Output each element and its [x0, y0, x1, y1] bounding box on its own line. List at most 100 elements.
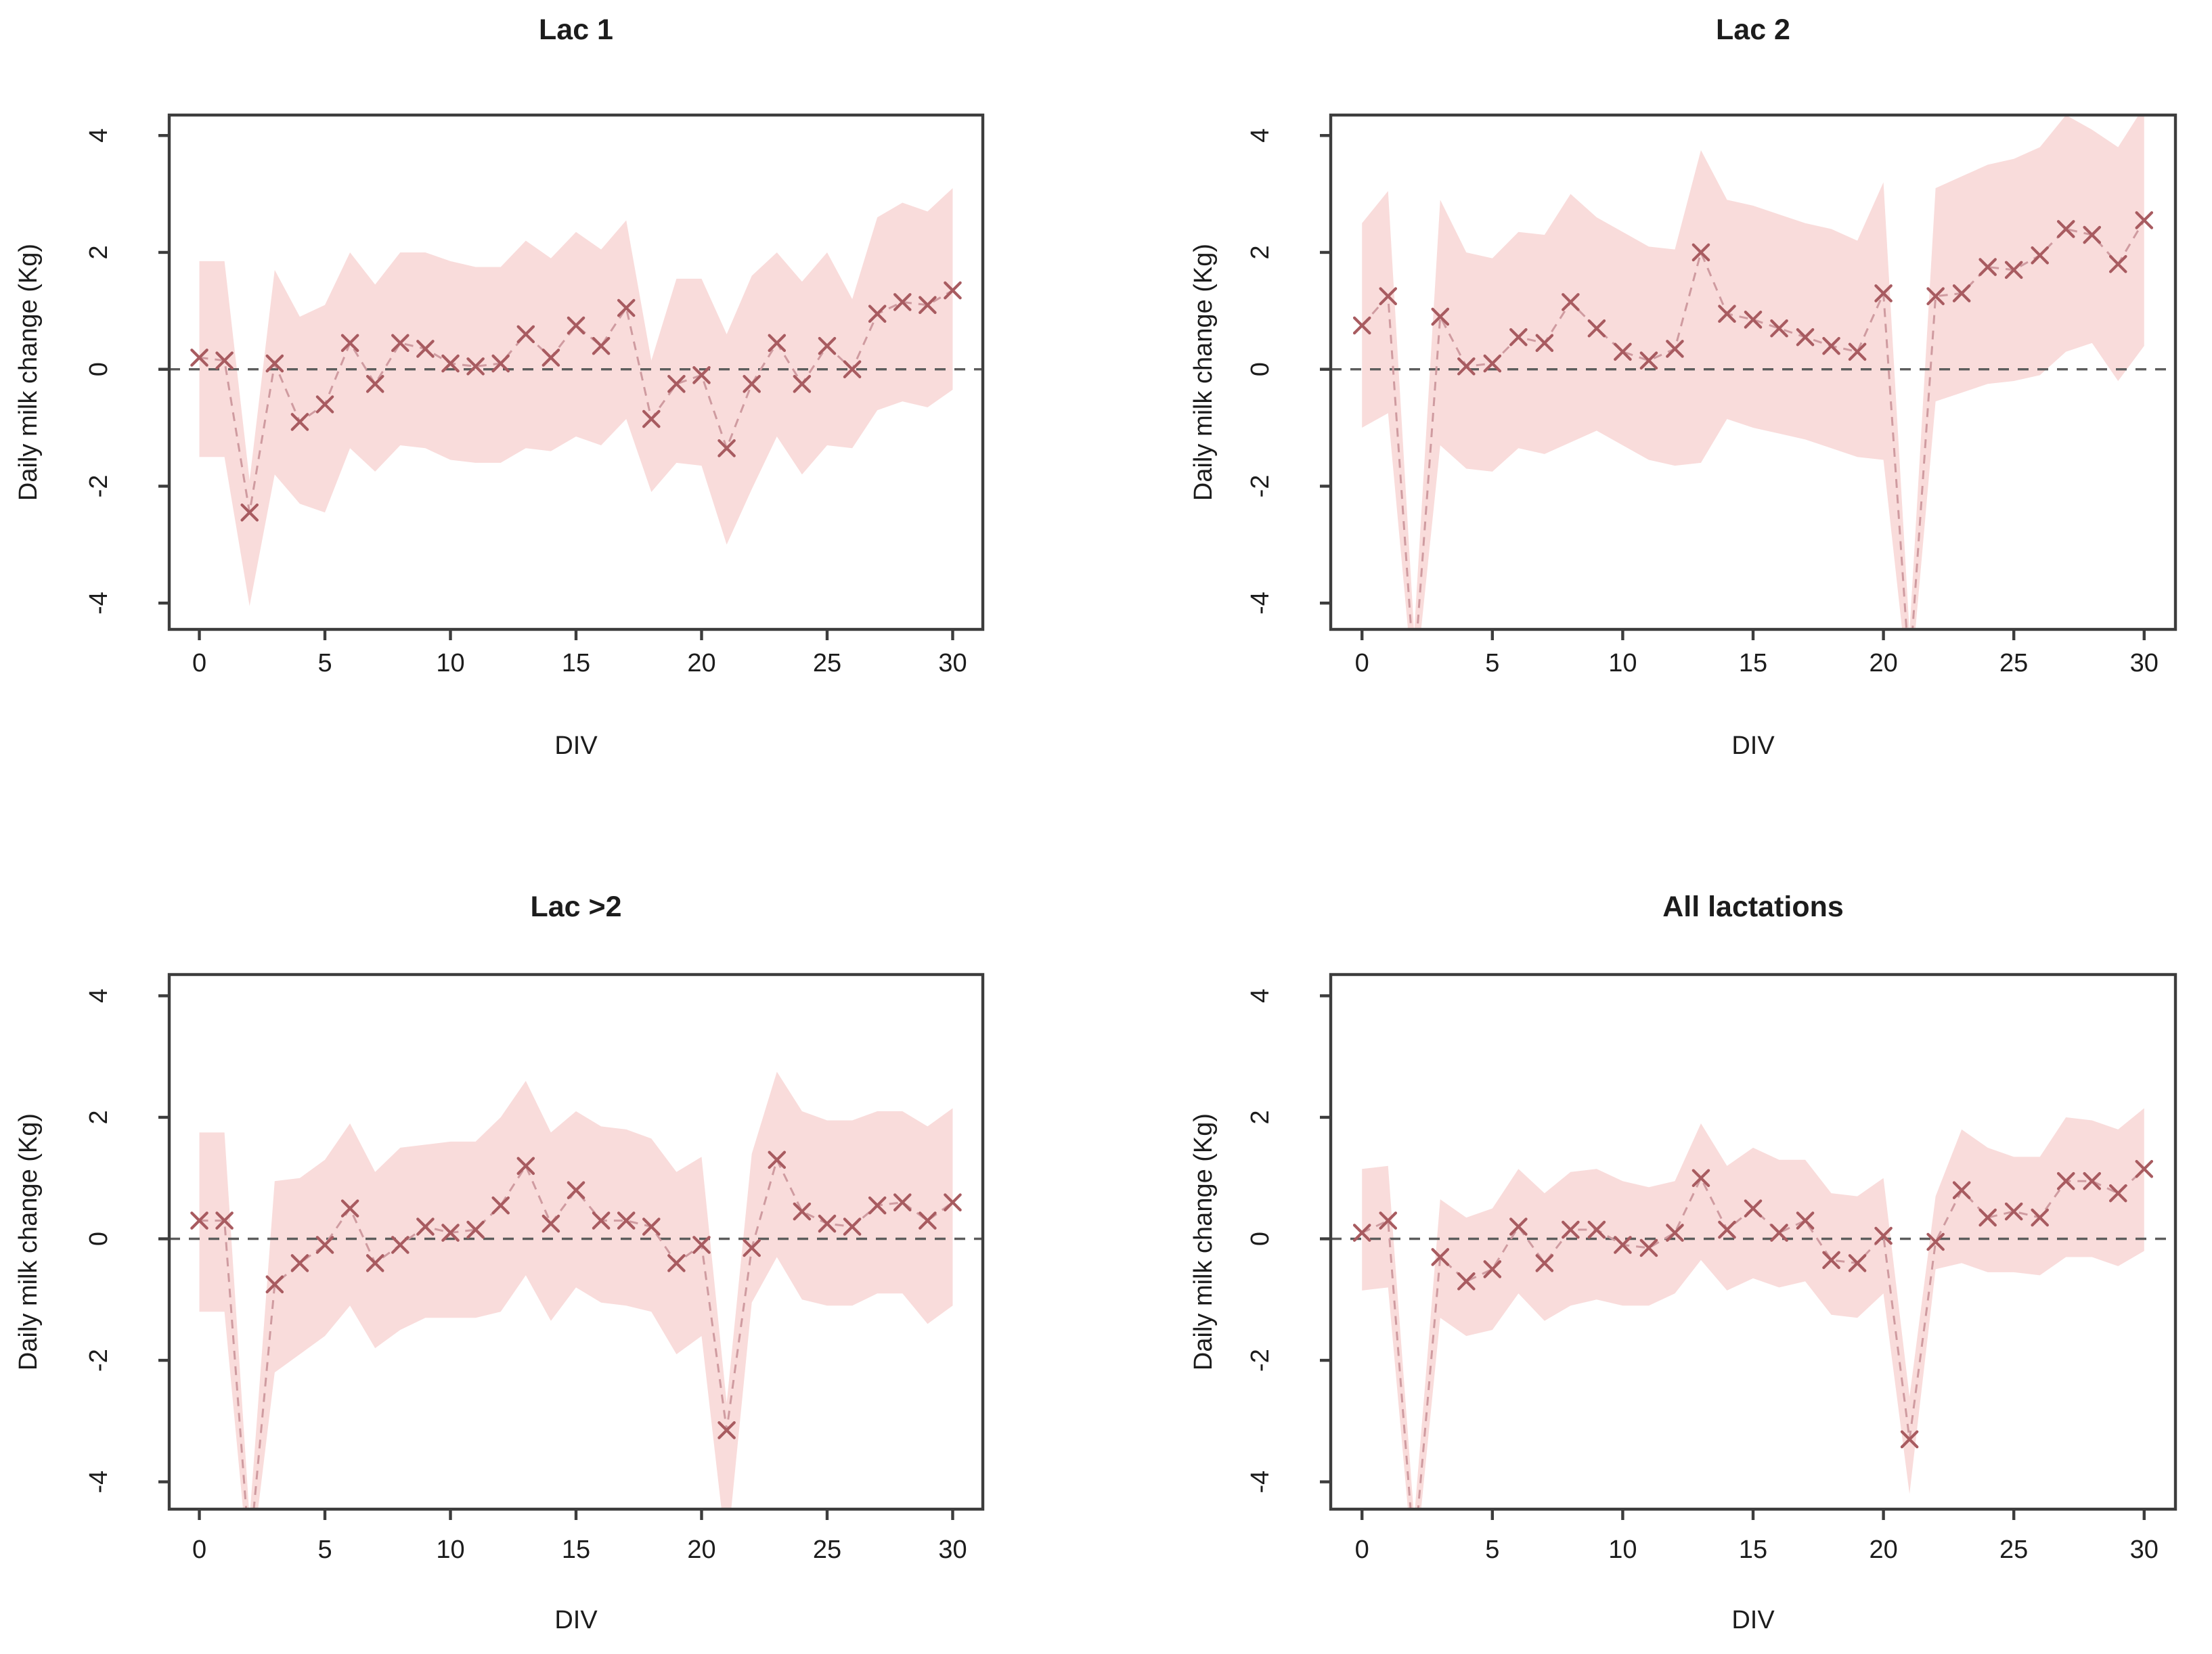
data-point-marker	[768, 1150, 787, 1169]
y-axis-label: Daily milk change (Kg)	[14, 1113, 43, 1370]
data-point-marker	[2135, 211, 2154, 229]
data-point-marker	[1718, 1220, 1736, 1239]
data-point-marker	[491, 354, 510, 373]
x-axis-label: DIV	[554, 1606, 598, 1634]
chart-title: Lac >2	[530, 891, 621, 923]
data-point-marker	[1639, 351, 1658, 370]
y-tick-label: 2	[85, 245, 113, 259]
series-markers	[1352, 1159, 2154, 1449]
data-point-marker	[265, 354, 284, 373]
series-markers	[190, 281, 962, 522]
data-point-marker	[1509, 328, 1528, 347]
y-tick-label: 2	[1246, 245, 1275, 259]
x-tick-label: 0	[1355, 1536, 1369, 1564]
data-point-marker	[1639, 1238, 1658, 1257]
data-point-marker	[2108, 1184, 2127, 1203]
data-point-marker	[315, 395, 334, 414]
y-tick-label: 4	[85, 129, 113, 143]
data-point-marker	[868, 305, 887, 323]
panel-lac-2: 0 5 10 15 20 25 30 -4 -2 0 2 4 Lac 2 DIV Daily milk ch…	[1106, 0, 2212, 827]
data-point-marker	[1614, 1236, 1632, 1254]
data-point-marker	[2056, 220, 2075, 238]
y-tick-label: 4	[1246, 129, 1275, 143]
x-tick-label: 30	[2130, 1536, 2159, 1564]
data-point-marker	[743, 374, 761, 393]
data-point-marker	[491, 1196, 510, 1215]
data-point-marker	[441, 354, 460, 373]
data-point-marker	[692, 1236, 711, 1254]
y-tick-label: -2	[85, 1349, 113, 1372]
data-point-marker	[2083, 1171, 2102, 1190]
data-point-marker	[617, 298, 636, 317]
x-tick-label: 20	[1869, 1536, 1897, 1564]
data-point-marker	[315, 1236, 334, 1254]
x-tick-label: 20	[687, 649, 715, 677]
data-point-marker	[717, 439, 736, 457]
data-point-marker	[190, 349, 208, 367]
data-point-marker	[1718, 305, 1736, 323]
y-tick-label: -2	[1246, 1349, 1275, 1372]
y-tick-label: -4	[1246, 591, 1275, 614]
data-point-marker	[1978, 258, 1997, 276]
y-axis: -4 -2 0 2 4	[1246, 989, 1331, 1494]
data-point-marker	[1848, 1254, 1867, 1272]
data-point-marker	[667, 374, 686, 393]
data-point-marker	[1352, 316, 1371, 335]
data-point-marker	[617, 1211, 636, 1230]
data-point-marker	[743, 1238, 761, 1257]
panel-lac-1: 0 5 10 15 20 25 30 -4 -2 0 2 4 Lac 1 DIV Daily milk ch…	[0, 0, 1106, 827]
data-point-marker	[1379, 287, 1398, 306]
chart-lac-2: 0 5 10 15 20 25 30 -4 -2 0 2 4 Lac 2 DIV Daily milk ch…	[1189, 14, 2177, 760]
x-tick-label: 10	[1608, 1536, 1637, 1564]
x-tick-label: 25	[813, 649, 841, 677]
data-point-marker	[1952, 284, 1971, 303]
data-point-marker	[1822, 1251, 1840, 1270]
data-point-marker	[1431, 1248, 1450, 1266]
x-tick-label: 25	[813, 1536, 841, 1564]
data-point-marker	[516, 1157, 535, 1176]
data-point-marker	[818, 1214, 837, 1233]
data-point-marker	[466, 357, 485, 376]
data-point-marker	[768, 334, 787, 353]
data-point-marker	[290, 413, 309, 431]
data-point-marker	[1483, 1260, 1502, 1278]
data-point-marker	[717, 1421, 736, 1439]
x-tick-label: 20	[687, 1536, 715, 1564]
data-point-marker	[466, 1220, 485, 1239]
data-point-marker	[1796, 1211, 1815, 1230]
y-tick-label: 0	[85, 362, 113, 376]
data-point-marker	[567, 1181, 585, 1199]
data-point-marker	[340, 1199, 359, 1217]
data-point-marker	[1666, 340, 1684, 358]
data-point-marker	[2083, 225, 2102, 244]
data-point-marker	[1666, 1224, 1684, 1242]
data-point-marker	[1874, 284, 1893, 303]
data-point-marker	[793, 1202, 812, 1221]
x-axis-label: DIV	[1731, 732, 1775, 760]
panel-all-lactations: 0 5 10 15 20 25 30 -4 -2 0 2 4 All lactations DIV Dail…	[1106, 827, 2212, 1654]
data-point-marker	[2031, 1208, 2050, 1227]
data-point-marker	[1614, 342, 1632, 361]
x-tick-label: 10	[436, 649, 464, 677]
y-tick-label: 0	[1246, 1232, 1275, 1246]
data-point-marker	[190, 1211, 208, 1230]
confidence-band	[1362, 1108, 2144, 1509]
data-point-marker	[391, 1236, 410, 1254]
data-point-marker	[642, 409, 661, 428]
data-point-marker	[1535, 334, 1554, 353]
x-tick-label: 0	[1355, 649, 1369, 677]
chart-all-lactations: 0 5 10 15 20 25 30 -4 -2 0 2 4 All lactations DIV Dail…	[1189, 891, 2177, 1634]
data-point-marker	[1483, 354, 1502, 373]
data-point-marker	[2135, 1159, 2154, 1178]
y-tick-label: -4	[85, 1471, 113, 1494]
y-tick-label: 0	[85, 1232, 113, 1246]
data-point-marker	[1587, 1220, 1606, 1239]
data-point-marker	[1796, 328, 1815, 347]
x-tick-label: 5	[317, 1536, 332, 1564]
data-point-marker	[416, 340, 435, 358]
data-point-marker	[265, 1275, 284, 1294]
data-point-marker	[290, 1254, 309, 1272]
data-point-marker	[1457, 357, 1476, 376]
confidence-band	[1362, 115, 2144, 629]
